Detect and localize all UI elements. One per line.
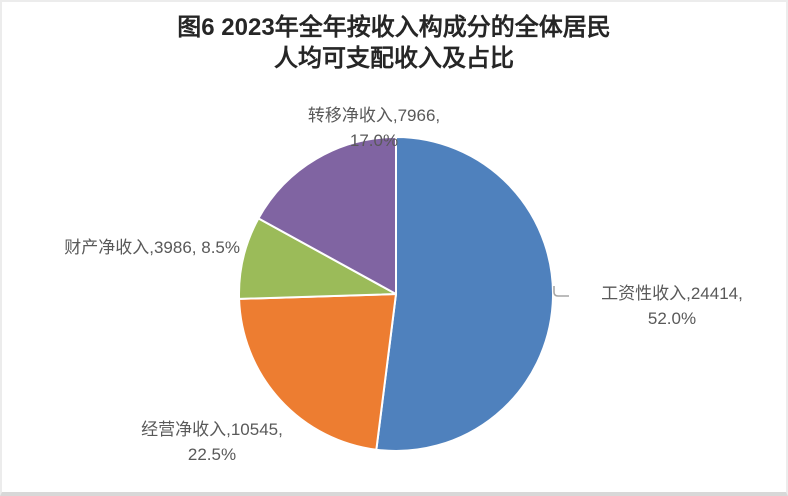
data-label-property: 财产净收入,3986, 8.5% [30, 235, 240, 260]
chart-title-line2: 人均可支配收入及占比 [274, 45, 514, 72]
data-label-property-line1: 财产净收入,3986, 8.5% [64, 238, 240, 257]
data-label-wage-line1: 工资性收入,24414, [601, 284, 743, 303]
pie-slice-2 [238, 293, 397, 451]
pie-slice-4 [257, 136, 397, 295]
data-label-wage: 工资性收入,24414, 52.0% [558, 281, 786, 331]
chart-title-line1: 图6 2023年全年按收入构成分的全体居民 [177, 14, 611, 41]
data-label-transfer-line1: 转移净收入,7966, [307, 106, 441, 125]
pie-slice-3 [238, 217, 397, 300]
data-label-wage-line2: 52.0% [647, 309, 697, 328]
leader-line [553, 286, 569, 297]
data-label-business: 经营净收入,10545, 22.5% [92, 417, 332, 467]
pie-slices [238, 136, 555, 452]
data-label-business-line2: 22.5% [187, 445, 237, 464]
data-label-business-line1: 经营净收入,10545, [141, 420, 283, 439]
pie-slice-1 [375, 136, 555, 452]
chart-title: 图6 2023年全年按收入构成分的全体居民 人均可支配收入及占比 [2, 12, 786, 74]
data-label-transfer-line2: 17.0% [349, 131, 399, 150]
data-label-transfer: 转移净收入,7966, 17.0% [254, 103, 494, 153]
